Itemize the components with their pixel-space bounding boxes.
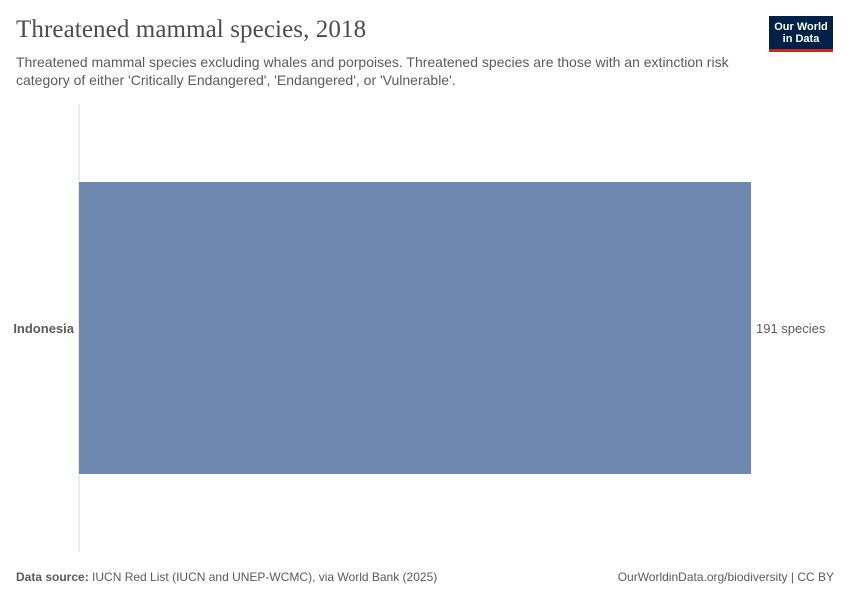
data-source-text[interactable]: IUCN Red List (IUCN and UNEP-WCMC), via …	[92, 570, 438, 584]
data-source-label: Data source:	[16, 570, 89, 584]
category-label: Indonesia	[13, 321, 74, 336]
value-label: 191 species	[756, 321, 826, 336]
chart-subtitle: Threatened mammal species excluding whal…	[16, 54, 729, 88]
bar-indonesia	[79, 182, 751, 474]
logo-line-2: in Data	[782, 33, 820, 45]
data-source: Data source: IUCN Red List (IUCN and UNE…	[16, 569, 437, 585]
chart-title: Threatened mammal species, 2018	[16, 16, 367, 43]
footer-credit[interactable]: OurWorldinData.org/biodiversity | CC BY	[617, 570, 834, 584]
logo-line-1: Our World	[774, 21, 828, 33]
owid-logo[interactable]: Our World in Data	[769, 16, 833, 52]
